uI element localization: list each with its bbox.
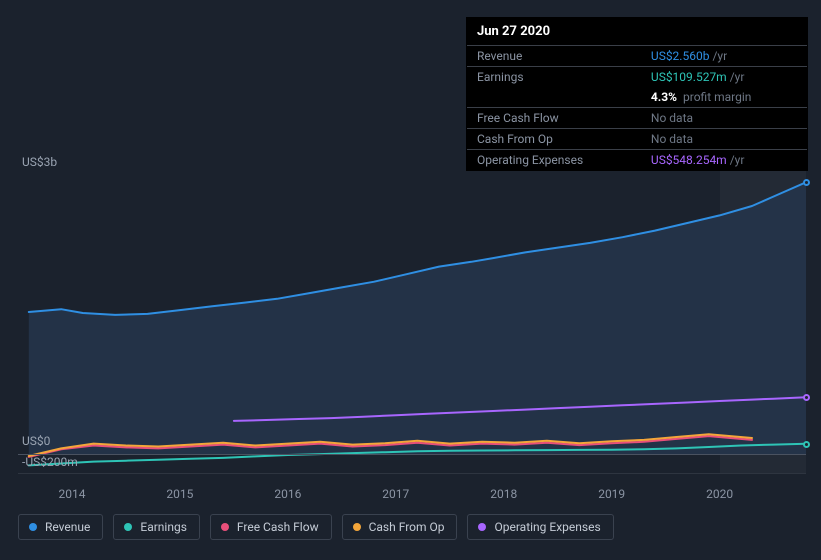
tooltip-row-value: No data: [641, 108, 807, 129]
tooltip-row: RevenueUS$2.560b/yr: [467, 46, 807, 67]
legend-item-operating-expenses[interactable]: Operating Expenses: [467, 514, 613, 540]
tooltip-row-label: Earnings: [467, 67, 641, 88]
series-end-marker: [803, 394, 810, 401]
tooltip-row-label: Cash From Op: [467, 129, 641, 150]
legend-dot: [124, 523, 132, 531]
legend-label: Free Cash Flow: [237, 520, 319, 534]
legend-label: Cash From Op: [369, 520, 445, 534]
x-axis-label: 2017: [382, 487, 409, 501]
tooltip-row-label: Free Cash Flow: [467, 108, 641, 129]
series-end-marker: [803, 441, 810, 448]
y-axis-label: US$3b: [22, 155, 57, 169]
chart-tooltip: Jun 27 2020 RevenueUS$2.560b/yrEarningsU…: [466, 17, 808, 171]
tooltip-row: Operating ExpensesUS$548.254m/yr: [467, 150, 807, 171]
x-axis-label: 2019: [598, 487, 625, 501]
chart-svg: [18, 170, 806, 473]
x-axis-label: 2015: [166, 487, 193, 501]
tooltip-row-label: Operating Expenses: [467, 150, 641, 171]
tooltip-row: Cash From OpNo data: [467, 129, 807, 150]
legend-label: Earnings: [140, 520, 187, 534]
x-axis-label: 2014: [58, 487, 85, 501]
chart-bottom-line: [18, 473, 806, 474]
legend-dot: [478, 523, 486, 531]
legend-item-free-cash-flow[interactable]: Free Cash Flow: [210, 514, 332, 540]
tooltip-row-value: US$109.527m/yr: [641, 67, 807, 88]
legend-label: Revenue: [45, 520, 90, 534]
y-axis-label: US$0: [22, 434, 50, 448]
tooltip-row-label: Revenue: [467, 46, 641, 67]
tooltip-table: RevenueUS$2.560b/yrEarningsUS$109.527m/y…: [467, 45, 807, 170]
tooltip-row: Free Cash FlowNo data: [467, 108, 807, 129]
x-axis-label: 2018: [490, 487, 517, 501]
x-axis-label: 2020: [706, 487, 733, 501]
tooltip-row-value: US$548.254m/yr: [641, 150, 807, 171]
tooltip-row-value: No data: [641, 129, 807, 150]
legend-dot: [221, 523, 229, 531]
y-axis-label: -US$200m: [22, 455, 78, 469]
tooltip-date: Jun 27 2020: [467, 18, 807, 45]
legend-item-cash-from-op[interactable]: Cash From Op: [342, 514, 458, 540]
financials-chart-stage: Jun 27 2020 RevenueUS$2.560b/yrEarningsU…: [0, 0, 821, 560]
series-end-marker: [803, 179, 810, 186]
tooltip-row: EarningsUS$109.527m/yr: [467, 67, 807, 88]
legend-item-earnings[interactable]: Earnings: [113, 514, 200, 540]
legend-dot: [353, 523, 361, 531]
legend-label: Operating Expenses: [494, 520, 600, 534]
chart-legend: Revenue Earnings Free Cash Flow Cash From O…: [18, 514, 614, 540]
tooltip-row-value: US$2.560b/yr: [641, 46, 807, 67]
chart-plot-area[interactable]: [18, 170, 806, 473]
legend-dot: [29, 523, 37, 531]
x-axis-label: 2016: [274, 487, 301, 501]
legend-item-revenue[interactable]: Revenue: [18, 514, 103, 540]
chart-baseline-zero: [18, 454, 806, 455]
tooltip-row-extra: 4.3% profit margin: [467, 87, 807, 108]
